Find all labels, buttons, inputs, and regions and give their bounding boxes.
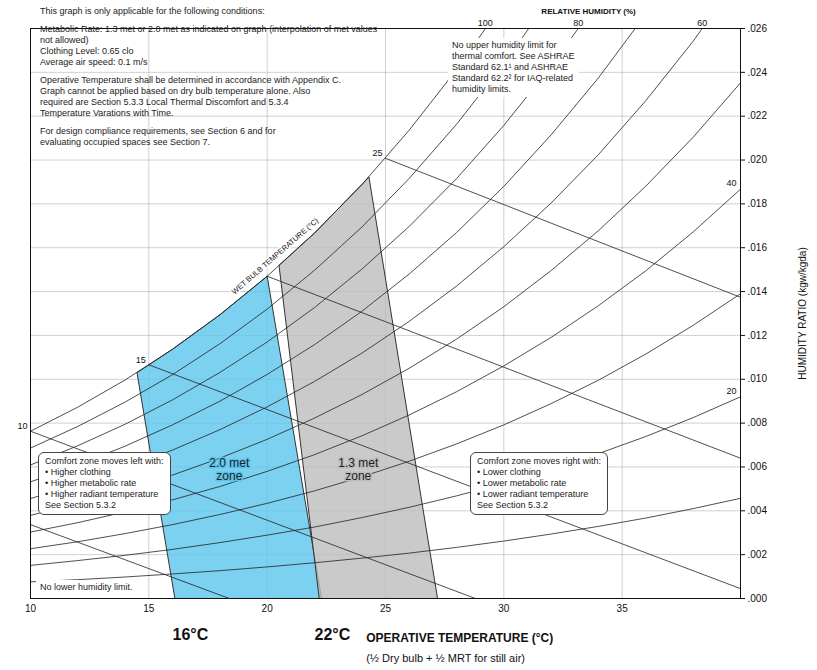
- html-text:Graph cannot be applied based: Graph cannot be applied based on dry bul…: [40, 86, 311, 96]
- html-text:No lower humidity limit.: No lower humidity limit.: [40, 582, 133, 592]
- svg-text:2.0 metzone: 2.0 metzone: [209, 456, 250, 483]
- svg-text:(½ Dry bulb + ½ MRT for still: (½ Dry bulb + ½ MRT for still air): [366, 652, 525, 664]
- html-text:Standard 62.1¹ and ASHRAE: Standard 62.1¹ and ASHRAE: [452, 62, 569, 72]
- html-text:No upper humidity limit for: No upper humidity limit for: [452, 40, 557, 50]
- html-text:Average air speed: 0.1 m/s: Average air speed: 0.1 m/s: [40, 57, 148, 67]
- html-text:humidity limits.: humidity limits.: [452, 84, 511, 94]
- html-text:• Lower radiant temperature: • Lower radiant temperature: [477, 489, 589, 499]
- svg-text:OPERATIVE TEMPERATURE (°C): OPERATIVE TEMPERATURE (°C): [366, 631, 553, 645]
- svg-text:20: 20: [262, 603, 274, 614]
- svg-text:16°C: 16°C: [173, 626, 209, 643]
- svg-text:.000: .000: [748, 593, 768, 604]
- html-text:Comfort zone moves left with:: Comfort zone moves left with:: [45, 456, 164, 466]
- svg-text:10: 10: [17, 421, 27, 431]
- svg-text:.014: .014: [748, 286, 768, 297]
- svg-text:100: 100: [478, 18, 493, 28]
- svg-text:RELATIVE HUMIDITY (%): RELATIVE HUMIDITY (%): [541, 7, 636, 16]
- html-text:• Higher metabolic rate: • Higher metabolic rate: [45, 478, 137, 488]
- svg-text:1.3 metzone: 1.3 metzone: [338, 456, 379, 483]
- svg-text:30: 30: [498, 603, 510, 614]
- html-text:• Higher radiant temperature: • Higher radiant temperature: [45, 489, 159, 499]
- svg-text:.026: .026: [748, 23, 768, 34]
- html-text:Standard 62.2² for IAQ-related: Standard 62.2² for IAQ-related: [452, 73, 574, 83]
- html-text:Temperature Varations with Tim: Temperature Varations with Time.: [40, 108, 174, 118]
- svg-text:.018: .018: [748, 198, 768, 209]
- html-text:required are Section 5.3.3 Loc: required are Section 5.3.3 Local Thermal…: [40, 97, 289, 107]
- svg-text:WET BULB TEMPERATURE (°C): WET BULB TEMPERATURE (°C): [230, 216, 321, 296]
- svg-text:15: 15: [143, 603, 155, 614]
- svg-text:.008: .008: [748, 417, 768, 428]
- svg-text:20: 20: [726, 386, 736, 396]
- html-text:not allowed): not allowed): [40, 35, 89, 45]
- html-text:evaluating occupied spaces see: evaluating occupied spaces see Section 7…: [40, 137, 211, 147]
- html-text:For design compliance requirem: For design compliance requirements, see …: [40, 126, 276, 136]
- svg-text:.010: .010: [748, 373, 768, 384]
- html-text:This graph is only applicable: This graph is only applicable for the fo…: [40, 6, 265, 16]
- svg-text:.002: .002: [748, 549, 768, 560]
- html-text:• Lower clothing: • Lower clothing: [477, 467, 541, 477]
- svg-text:15: 15: [136, 355, 146, 365]
- svg-text:.006: .006: [748, 461, 768, 472]
- html-text:thermal comfort. See ASHRAE: thermal comfort. See ASHRAE: [452, 51, 575, 61]
- svg-text:.016: .016: [748, 242, 768, 253]
- html-text:• Higher clothing: • Higher clothing: [45, 467, 111, 477]
- html-text:See Section 5.3.2: See Section 5.3.2: [477, 500, 549, 510]
- html-text:Metabolic Rate: 1.3 met or 2.0: Metabolic Rate: 1.3 met or 2.0 met as in…: [40, 24, 378, 34]
- html-text:Clothing Level: 0.65 clo: Clothing Level: 0.65 clo: [40, 46, 134, 56]
- svg-text:22°C: 22°C: [315, 626, 351, 643]
- svg-text:40: 40: [726, 178, 736, 188]
- html-text:See Section 5.3.2: See Section 5.3.2: [45, 500, 117, 510]
- html-text:Comfort zone moves right with:: Comfort zone moves right with:: [477, 456, 601, 466]
- svg-text:.022: .022: [748, 110, 768, 121]
- html-text:• Lower metabolic rate: • Lower metabolic rate: [477, 478, 567, 488]
- html-text:Operative Temperature shall be: Operative Temperature shall be determine…: [40, 75, 341, 85]
- svg-text:.004: .004: [748, 505, 768, 516]
- svg-text:60: 60: [697, 18, 707, 28]
- svg-text:25: 25: [372, 148, 382, 158]
- svg-text:10: 10: [25, 603, 37, 614]
- svg-text:.024: .024: [748, 67, 768, 78]
- svg-text:.012: .012: [748, 330, 768, 341]
- svg-text:.020: .020: [748, 154, 768, 165]
- svg-text:HUMIDITY RATIO (kgw/kgda): HUMIDITY RATIO (kgw/kgda): [797, 247, 808, 379]
- svg-text:80: 80: [573, 18, 583, 28]
- svg-text:25: 25: [380, 603, 392, 614]
- svg-text:35: 35: [617, 603, 629, 614]
